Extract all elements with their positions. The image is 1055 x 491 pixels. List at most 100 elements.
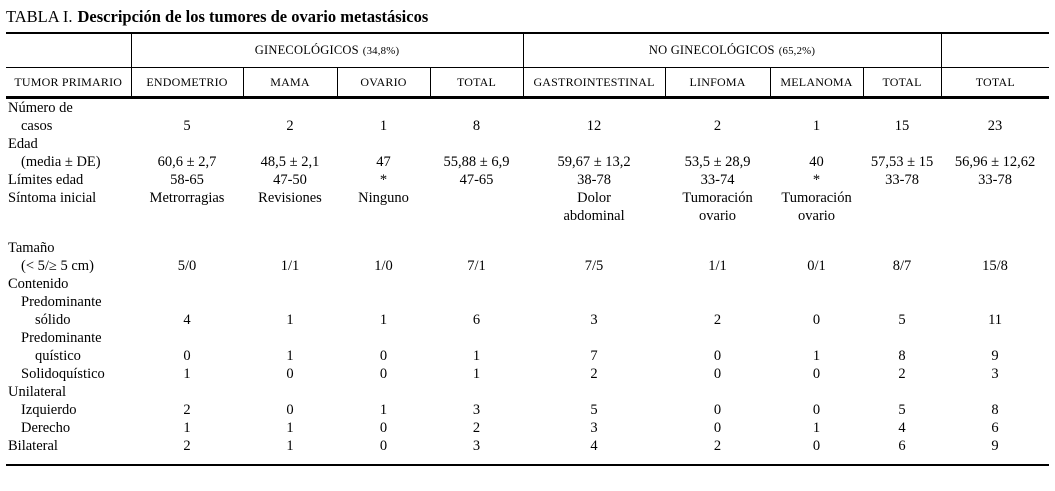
column-header-endometrio: ENDOMETRIO [131,67,244,99]
row-label: quístico [35,348,81,364]
spacer-cell [6,225,1049,239]
cell-value [523,329,665,347]
cell-value: Dolor abdominal [563,190,625,224]
cell-value: 33-78 [978,172,1012,188]
cell-value: 7/5 [584,258,604,274]
row-label: Límites edad [8,172,84,188]
cell-value [523,293,665,311]
cell-value: 2 [898,366,906,382]
table-row: Síntoma inicial Metrorragias Revisiones Nin… [6,189,1049,225]
cell-value [770,383,863,401]
row-label: casos [21,118,53,134]
row-label: Contenido [8,276,69,292]
cell-value [863,383,941,401]
cell-value [243,239,337,257]
cell-value [131,293,243,311]
column-header-ovario: OVARIO [337,67,431,99]
table-row: Unilateral [6,383,1049,401]
column-group-ginecologicos: GINECOLÓGICOS (34,8%) [131,32,524,68]
cell-value [131,135,243,153]
cell-value: 1 [286,312,294,328]
cell-value: 1 [472,366,481,382]
cell-value: 47 [376,154,391,170]
cell-value [863,293,941,311]
cell-value: 1 [472,348,481,364]
cell-value: 8/7 [892,258,912,274]
table-row: Predominante [6,329,1049,347]
cell-value: 0/1 [807,258,826,274]
cell-value [941,239,1049,257]
cell-value [337,135,430,153]
spacer-cell [6,455,1049,465]
cell-value: 48,5 ± 2,1 [260,154,320,170]
cell-value: 7/1 [467,258,486,274]
cell-value [430,98,523,118]
cell-value: 1 [286,438,294,454]
table-row [6,225,1049,239]
cell-value: 7 [590,348,598,364]
cell-value: 2 [183,402,191,418]
cell-value: 0 [183,348,191,364]
column-group-pct: (65,2%) [778,45,816,57]
column-group-pct: (34,8%) [362,45,400,57]
table-row: Derecho 1 1 0 2 3 0 1 4 6 [6,419,1049,437]
cell-value: 0 [713,366,722,382]
cell-value: 8 [472,118,481,134]
cell-value [665,239,770,257]
cell-value: 1/1 [280,258,300,274]
cell-value: 2 [590,366,598,382]
cell-value: 0 [379,348,388,364]
cell-value: 9 [991,348,999,364]
column-header-gastrointestinal: GASTROINTESTINAL [523,67,666,99]
cell-value [665,135,770,153]
cell-value: 3 [991,366,999,382]
cell-value [665,275,770,293]
cell-value [770,135,863,153]
cell-value [523,98,665,118]
cell-value [770,293,863,311]
cell-value: 6 [991,420,999,436]
cell-value: Ninguno [358,190,409,206]
cell-value: 2 [286,118,294,134]
cell-value: 2 [183,438,191,454]
cell-value [770,98,863,118]
cell-value: 0 [812,366,821,382]
cell-value [523,383,665,401]
cell-value: 1/1 [708,258,727,274]
row-label: Síntoma inicial [8,190,97,206]
cell-value [243,383,337,401]
cell-value: 40 [809,154,824,170]
cell-value [337,275,430,293]
cell-value: 38-78 [577,172,611,188]
cell-value [770,239,863,257]
cell-value: 1 [379,312,388,328]
table-row: Predominante [6,293,1049,311]
cell-value: 53,5 ± 28,9 [684,154,751,170]
cell-value: 6 [472,312,481,328]
cell-value [941,293,1049,311]
cell-value [243,135,337,153]
cell-value [941,135,1049,153]
column-group-no-ginecologicos: NO GINECOLÓGICOS (65,2%) [523,32,942,68]
row-label: (< 5/≥ 5 cm) [21,258,94,274]
cell-value [863,239,941,257]
cell-value: 58-65 [170,172,204,188]
cell-value: 60,6 ± 2,7 [157,154,217,170]
cell-value [863,189,941,225]
table-row: Contenido [6,275,1049,293]
table-row: Límites edad 58-65 47-50 * 47-65 38-78 33-74 * 3… [6,171,1049,189]
cell-value [430,275,523,293]
column-group-name: NO GINECOLÓGICOS [648,43,775,57]
tumor-description-table: GINECOLÓGICOS (34,8%) NO GINECOLÓGICOS (65… [6,32,1050,466]
cell-value [430,239,523,257]
table-header: GINECOLÓGICOS (34,8%) NO GINECOLÓGICOS (65… [6,32,1050,99]
cell-value: 0 [713,420,722,436]
cell-value [523,135,665,153]
cell-value [430,329,523,347]
cell-value: 2 [713,312,722,328]
row-label: Edad [8,136,38,152]
cell-value: Revisiones [258,190,322,206]
column-header-total-global: TOTAL [941,67,1050,99]
row-label: Izquierdo [21,402,77,418]
